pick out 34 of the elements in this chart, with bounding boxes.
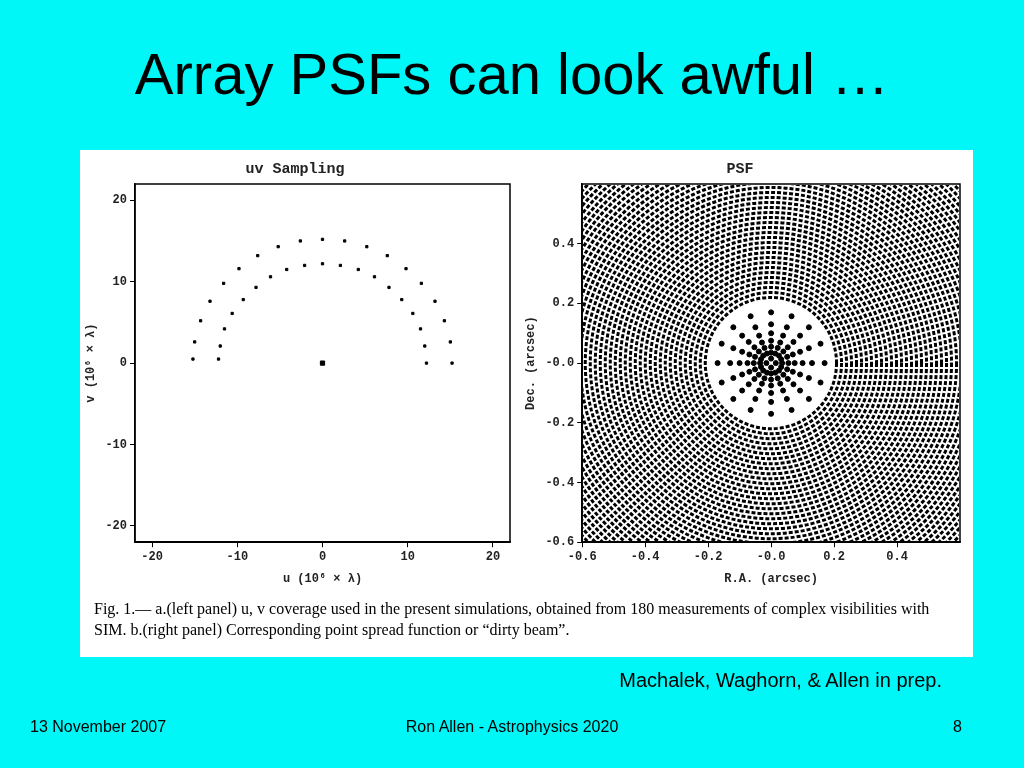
x-tick-label: 20 [485, 550, 501, 565]
x-tick-label: -0.6 [567, 550, 597, 565]
x-tick-label: 0 [318, 550, 327, 565]
y-tick-label: -0.0 [545, 356, 575, 371]
text: 13 November 2007 [30, 718, 167, 736]
y-tick-label: -0.2 [545, 415, 575, 430]
y-tick-label: -20 [105, 518, 127, 533]
x-tick-label: -0.2 [693, 550, 723, 565]
y-tick-label: 0 [119, 356, 127, 371]
x-tick-label: -20 [141, 550, 163, 565]
y-tick-label: -0.6 [545, 535, 575, 550]
y-tick-label: 0.4 [552, 236, 575, 251]
x-tick-label: -10 [226, 550, 249, 565]
y-axis-title: Dec. (arcsec) [524, 316, 539, 410]
chart-title: PSF [726, 160, 754, 178]
chart-title: uv Sampling [245, 160, 345, 178]
y-tick-label: 0.2 [552, 296, 575, 311]
x-tick-label: 0.4 [886, 550, 908, 565]
caption: Fig. 1.— a.(left panel) u, v coverage used in the present simulations, obtained from 180 measurements of complex visibilities with SIM. b.(right panel) Corresponding point spread function or “dirty beam”. [94, 599, 931, 640]
x-tick-label: -0.4 [630, 550, 660, 565]
y-axis-title: v (10⁶ × λ) [84, 323, 99, 403]
y-tick-label: 20 [112, 193, 127, 208]
y-tick-label: -10 [105, 437, 127, 452]
text: Machalek, Waghorn, & Allen in prep. [619, 669, 942, 692]
x-axis-title: R.A. (arcsec) [724, 571, 818, 586]
y-tick-label: -0.4 [545, 475, 575, 490]
text: Array PSFs can look awful … [133, 40, 891, 107]
x-tick-label: 0.2 [823, 550, 845, 565]
x-tick-label: -0.0 [756, 550, 786, 565]
x-tick-label: 10 [400, 550, 415, 565]
y-tick-label: 10 [112, 274, 127, 289]
text: Ron Allen - Astrophysics 2020 [405, 718, 619, 735]
text: 8 [953, 718, 962, 736]
x-axis-title: u (10⁶ × λ) [282, 571, 363, 586]
